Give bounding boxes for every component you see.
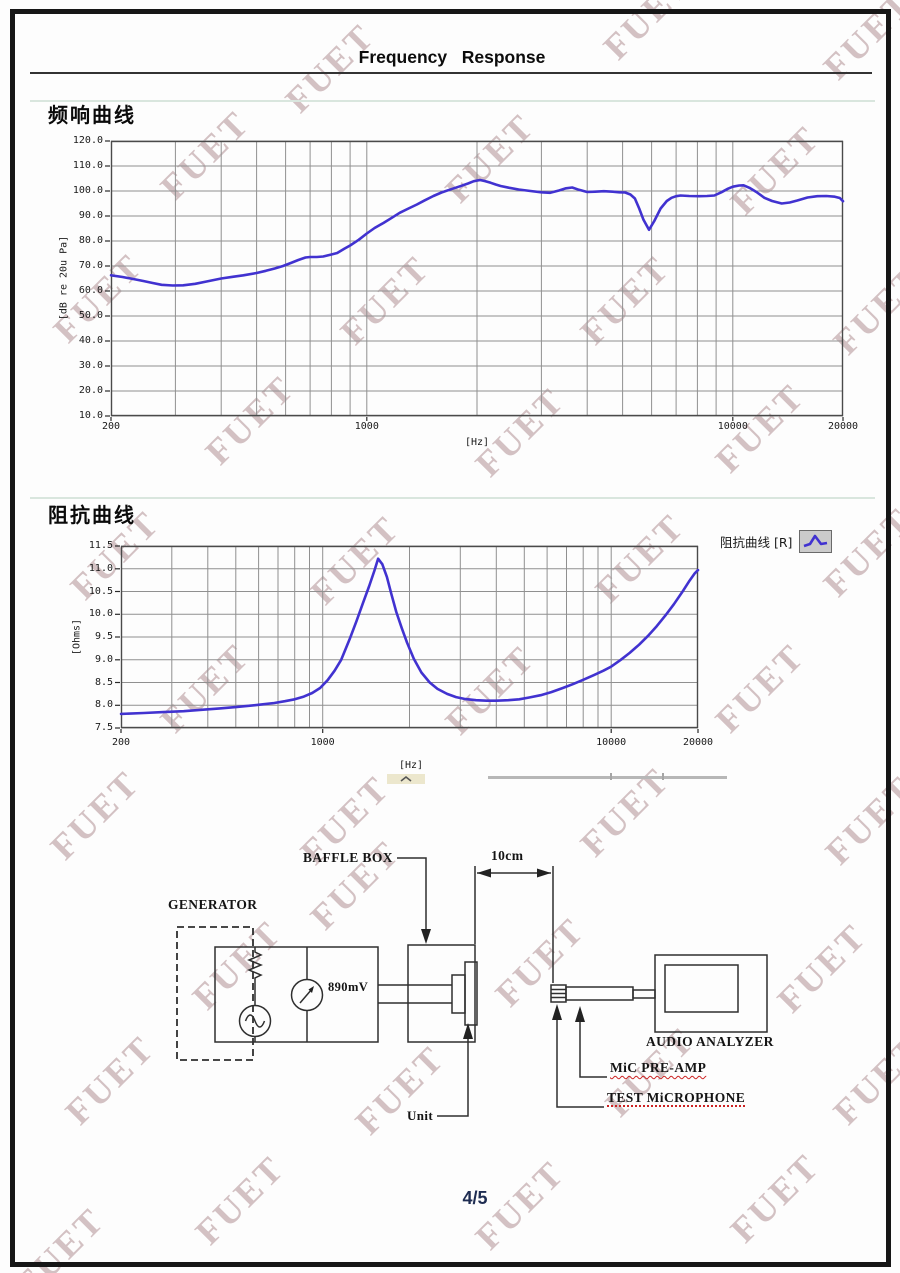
y-tick-label: 110.0: [72, 160, 103, 171]
y-tick-label: 8.5: [94, 676, 113, 688]
watermark-text: FUET: [595, 0, 701, 68]
voltmeter: [290, 947, 324, 1042]
mic-pointer-arrows: [552, 1004, 607, 1108]
signal-wires: [378, 984, 452, 1004]
y-tick-label: 90.0: [78, 210, 103, 221]
title-divider: [30, 72, 872, 75]
watermark-text: FUET: [815, 0, 900, 88]
section1-divider: [30, 100, 875, 102]
baffle-box: [407, 944, 476, 1043]
unit-label: Unit: [407, 1108, 434, 1123]
audio-analyzer-box: [654, 954, 768, 1033]
watermark-text: FUET: [187, 1147, 293, 1253]
y-tick-label: 40.0: [78, 335, 103, 346]
generator-label: GENERATOR: [168, 897, 258, 912]
curve-peak-icon: [804, 534, 828, 548]
y-tick-label: 9.5: [94, 631, 113, 642]
speaker-unit: [451, 961, 478, 1026]
watermark-text: FUET: [722, 1145, 828, 1251]
x-tick-label: 20000: [827, 421, 859, 432]
chart1-title: 频响曲线: [48, 103, 136, 127]
microphone: [550, 984, 656, 1003]
mic-preamp-label: MiC PRE-AMP: [610, 1060, 707, 1075]
x-tick-label: 200: [101, 421, 121, 432]
x-tick-label: 20000: [682, 737, 714, 748]
baffle-box-label: BAFFLE BOX: [303, 850, 393, 865]
voltage-label: 890mV: [328, 980, 369, 994]
chart1-x-axis-label: [Hz]: [464, 437, 490, 448]
x-tick-label: 1000: [354, 421, 379, 432]
y-tick-label: 100.0: [72, 185, 103, 196]
legend-label: 阻抗曲线 [R]: [720, 535, 793, 550]
frequency-response-chart: [105, 140, 845, 421]
watermark-text: FUET: [707, 635, 813, 741]
impedance-legend: 阻抗曲线 [R]: [720, 530, 833, 553]
chart1-y-axis-label: [dB re 20u Pa]: [58, 235, 70, 321]
dimension-10cm: [474, 866, 554, 983]
generator-dashed-box: [176, 926, 254, 1061]
y-tick-label: 80.0: [78, 235, 103, 246]
unit-pointer: [437, 1023, 473, 1117]
scrollbar-tick: [662, 773, 664, 780]
distance-label: 10cm: [491, 848, 524, 863]
y-tick-label: 11.5: [88, 540, 113, 551]
y-tick-label: 30.0: [78, 360, 103, 371]
chart2-title: 阻抗曲线: [48, 503, 136, 527]
x-tick-label: 200: [111, 737, 131, 748]
y-tick-label: 9.0: [94, 653, 113, 665]
y-tick-label: 11.0: [88, 562, 113, 574]
impedance-chart: [115, 545, 700, 733]
y-tick-label: 8.0: [94, 699, 113, 711]
chevron-up-icon: [400, 775, 412, 782]
watermark-text: FUET: [7, 1199, 113, 1273]
y-tick-label: 10.5: [88, 585, 113, 597]
audio-analyzer-label: AUDIO ANALYZER: [646, 1034, 774, 1049]
x-tick-label: 1000: [310, 737, 335, 748]
page-number: 4/5: [462, 1188, 488, 1208]
baffle-box-pointer: [397, 857, 431, 944]
section2-divider: [30, 497, 875, 499]
y-tick-label: 10.0: [88, 608, 113, 620]
y-tick-label: 7.5: [94, 722, 113, 733]
y-tick-label: 60.0: [78, 285, 103, 296]
page-title: Frequency Response: [358, 47, 546, 67]
horizontal-scrollbar[interactable]: [488, 776, 727, 779]
x-tick-label: 10000: [596, 737, 627, 748]
y-tick-label: 20.0: [78, 385, 103, 396]
y-tick-label: 10.0: [78, 410, 103, 421]
test-microphone-label: TEST MiCROPHONE: [607, 1090, 746, 1105]
legend-curve-icon[interactable]: [799, 530, 833, 553]
watermark-text: FUET: [277, 15, 383, 121]
source-box: [214, 946, 379, 1043]
measurement-setup-diagram: [176, 857, 768, 1117]
generator-circuit: [238, 947, 272, 1042]
x-axis-cursor-marker[interactable]: [387, 774, 425, 784]
chart2-x-axis-label: [Hz]: [398, 760, 424, 771]
x-tick-label: 10000: [717, 421, 748, 432]
scrollbar-tick: [610, 773, 612, 780]
y-tick-label: 50.0: [78, 310, 103, 321]
y-tick-label: 120.0: [72, 135, 103, 146]
y-tick-label: 70.0: [78, 260, 103, 271]
